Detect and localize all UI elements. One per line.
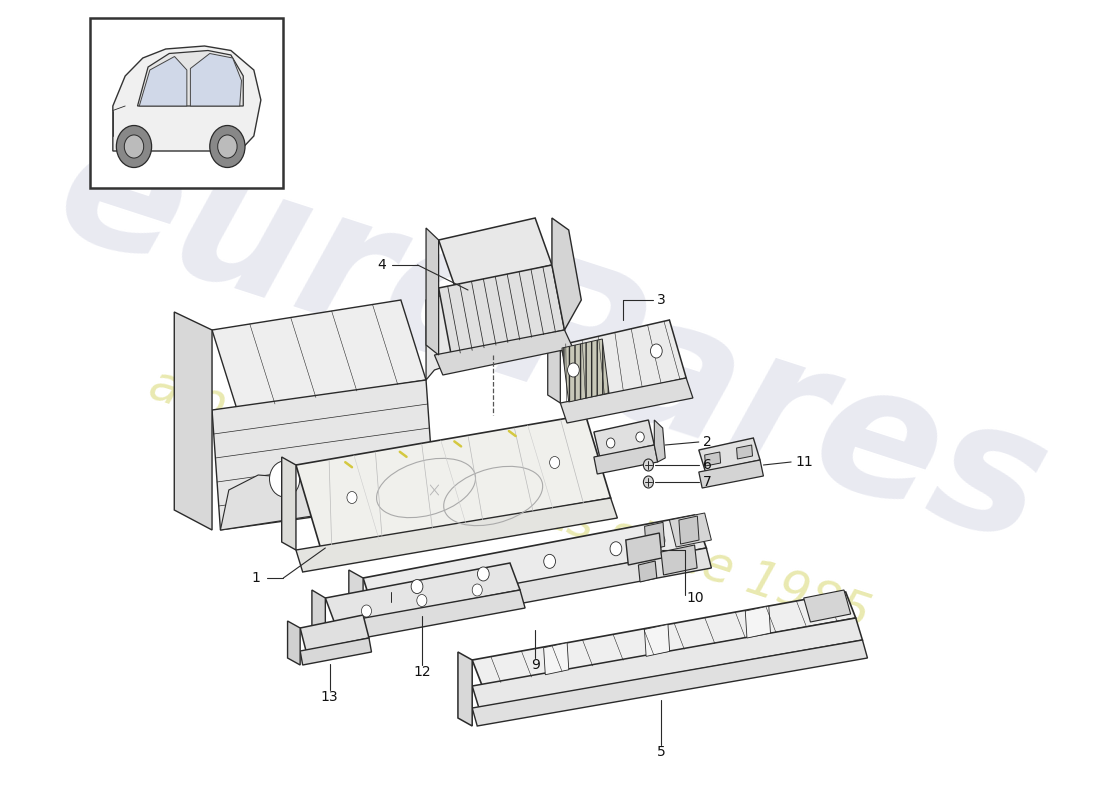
Text: 3: 3 [657,293,665,307]
Circle shape [417,594,427,606]
Circle shape [472,584,482,596]
Circle shape [636,432,645,442]
Polygon shape [560,320,686,403]
Text: 13: 13 [321,690,339,704]
Polygon shape [562,339,609,402]
Polygon shape [645,624,670,656]
Polygon shape [326,590,525,644]
Polygon shape [698,460,763,488]
Circle shape [218,135,238,158]
Polygon shape [312,590,326,644]
Polygon shape [560,378,693,423]
Circle shape [124,135,144,158]
Polygon shape [426,285,493,380]
Polygon shape [113,46,261,151]
Polygon shape [282,457,296,550]
Circle shape [644,459,653,471]
Polygon shape [174,312,212,530]
Text: 11: 11 [795,455,813,469]
Polygon shape [220,465,418,530]
Circle shape [650,344,662,358]
Text: 5: 5 [657,745,665,759]
Polygon shape [363,515,706,612]
Text: 6: 6 [703,458,712,472]
Polygon shape [472,618,862,708]
Polygon shape [426,228,439,355]
Polygon shape [90,18,284,188]
Polygon shape [472,592,856,686]
Polygon shape [548,338,560,403]
Polygon shape [626,533,662,565]
Circle shape [568,363,580,377]
Polygon shape [679,516,699,544]
Polygon shape [349,570,363,632]
Polygon shape [698,438,760,472]
Polygon shape [804,590,850,622]
Polygon shape [138,50,243,106]
Circle shape [644,476,653,488]
Polygon shape [638,561,657,582]
Text: euroPares: euroPares [37,98,1067,582]
Circle shape [543,554,556,568]
Polygon shape [661,545,697,575]
Circle shape [323,469,353,505]
Circle shape [117,126,152,167]
Polygon shape [705,452,720,466]
Polygon shape [737,445,752,459]
Circle shape [270,461,299,497]
Circle shape [610,542,621,556]
Polygon shape [472,640,868,726]
Circle shape [653,534,664,547]
Text: 7: 7 [703,475,712,489]
Circle shape [366,474,396,510]
Polygon shape [287,621,300,665]
Polygon shape [443,287,485,352]
Polygon shape [654,420,666,462]
Polygon shape [645,522,664,550]
Polygon shape [140,57,187,106]
Circle shape [346,491,358,503]
Text: 9: 9 [530,658,540,672]
Polygon shape [458,652,472,726]
Circle shape [362,605,372,617]
Polygon shape [190,54,242,106]
Circle shape [210,126,245,167]
Text: 10: 10 [686,591,704,605]
Polygon shape [439,218,552,288]
Polygon shape [300,638,372,665]
Text: a passion for parts since 1985: a passion for parts since 1985 [143,361,877,639]
Polygon shape [296,498,617,572]
Text: 2: 2 [703,435,712,449]
Circle shape [550,457,560,469]
Polygon shape [594,445,658,474]
Polygon shape [439,265,564,355]
Polygon shape [300,615,368,651]
Polygon shape [326,563,520,625]
Polygon shape [212,380,434,530]
Circle shape [411,579,422,594]
Polygon shape [594,420,654,457]
Text: 4: 4 [377,258,386,272]
Polygon shape [296,415,610,550]
Polygon shape [543,642,569,674]
Polygon shape [212,300,426,410]
Polygon shape [363,548,712,632]
Polygon shape [746,606,770,638]
Polygon shape [552,218,581,330]
Text: 12: 12 [412,665,431,679]
Text: 1: 1 [251,571,260,585]
Circle shape [606,438,615,448]
Polygon shape [434,330,573,375]
Polygon shape [670,513,712,547]
Circle shape [477,567,490,581]
